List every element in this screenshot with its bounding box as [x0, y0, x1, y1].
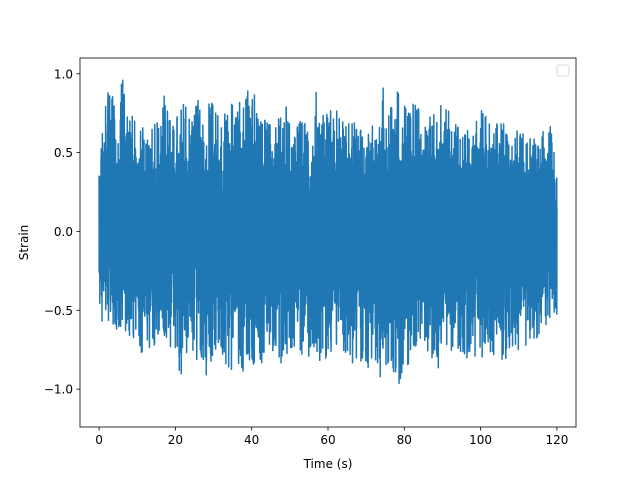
x-tick-label: 60 [320, 433, 335, 447]
y-tick-label: −0.5 [44, 304, 73, 318]
x-tick-label: 100 [469, 433, 492, 447]
y-tick-label: 0.5 [54, 146, 73, 160]
x-tick-label: 20 [168, 433, 183, 447]
x-tick-label: 120 [545, 433, 568, 447]
y-tick-label: −1.0 [44, 383, 73, 397]
strain-series-line [98, 79, 558, 384]
y-ticks: −1.0 −0.5 0.0 0.5 1.0 [44, 67, 80, 397]
x-tick-label: 0 [95, 433, 103, 447]
x-tick-label: 80 [397, 433, 412, 447]
y-tick-label: 1.0 [54, 67, 73, 81]
x-ticks: 0 20 40 60 80 100 120 [95, 427, 568, 447]
series-layer [98, 79, 558, 384]
y-axis-label: Strain [17, 225, 31, 261]
x-tick-label: 40 [244, 433, 259, 447]
y-tick-label: 0.0 [54, 225, 73, 239]
legend-box [556, 64, 570, 77]
x-axis-label: Time (s) [303, 457, 353, 471]
